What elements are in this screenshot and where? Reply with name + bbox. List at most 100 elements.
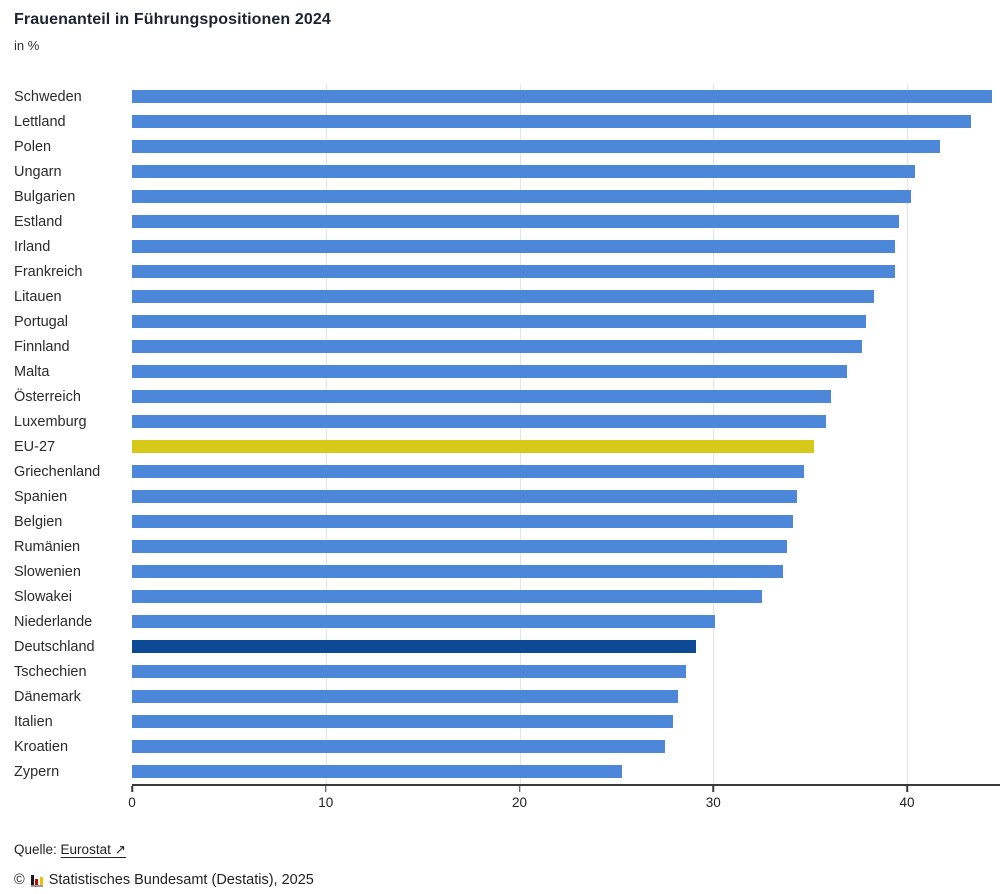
- axis-tick-0: [131, 786, 133, 792]
- chart-row: Rumänien: [0, 534, 1000, 559]
- bar-track: [132, 440, 1000, 453]
- value-bar-griechenland: [132, 465, 805, 478]
- eurostat-link-text: Eurostat: [60, 842, 111, 857]
- unit-label: in %: [14, 38, 40, 53]
- value-bar-zypern: [132, 765, 623, 778]
- bar-track: [132, 365, 1000, 378]
- chart-row: Frankreich: [0, 259, 1000, 284]
- chart-row: Tschechien: [0, 659, 1000, 684]
- chart-row: Slowakei: [0, 584, 1000, 609]
- country-label: Zypern: [14, 763, 60, 780]
- country-label: Griechenland: [14, 463, 101, 480]
- value-bar-irland: [132, 240, 896, 253]
- chart-row: Ungarn: [0, 159, 1000, 184]
- value-bar-portugal: [132, 315, 867, 328]
- value-bar-tschechien: [132, 665, 687, 678]
- bar-track: [132, 590, 1000, 603]
- bar-chart: Schweden Lettland Polen Ungarn Bulgarien Estl…: [0, 84, 1000, 818]
- value-bar-belgien: [132, 515, 793, 528]
- country-label: Rumänien: [14, 538, 81, 555]
- chart-row: Kroatien: [0, 734, 1000, 759]
- value-bar-malta: [132, 365, 847, 378]
- bar-track: [132, 240, 1000, 253]
- chart-row: Deutschland: [0, 634, 1000, 659]
- country-label: Estland: [14, 213, 63, 230]
- chart-row: Niederlande: [0, 609, 1000, 634]
- copyright-symbol: ©: [14, 872, 25, 888]
- chart-row: Dänemark: [0, 684, 1000, 709]
- bar-track: [132, 415, 1000, 428]
- country-label: Kroatien: [14, 738, 69, 755]
- page-title: Frauenanteil in Führungspositionen 2024: [14, 11, 331, 28]
- country-label: Deutschland: [14, 638, 95, 655]
- chart-row: Italien: [0, 709, 1000, 734]
- chart-row: Schweden: [0, 84, 1000, 109]
- value-bar-schweden: [132, 90, 993, 103]
- chart-footer: Quelle: Eurostat ↗ © Statistisches Bunde…: [14, 842, 1000, 888]
- value-bar-rum-nien: [132, 540, 787, 553]
- value-bar-slowenien: [132, 565, 783, 578]
- country-label: EU-27: [14, 438, 56, 455]
- bar-track: [132, 740, 1000, 753]
- x-axis: 0 10 20 30 40: [128, 784, 1000, 818]
- bar-track: [132, 115, 1000, 128]
- country-label: Italien: [14, 713, 53, 730]
- bar-track: [132, 690, 1000, 703]
- value-bar-slowakei: [132, 590, 762, 603]
- chart-row: Polen: [0, 134, 1000, 159]
- chart-rows: Schweden Lettland Polen Ungarn Bulgarien Estl…: [0, 84, 1000, 784]
- bar-track: [132, 765, 1000, 778]
- chart-row: Österreich: [0, 384, 1000, 409]
- chart-row: Finnland: [0, 334, 1000, 359]
- axis-tick-40: [906, 786, 908, 792]
- country-label: Slowakei: [14, 588, 73, 605]
- axis-tick-label-40: 40: [899, 795, 915, 810]
- value-bar-italien: [132, 715, 673, 728]
- chart-row: Belgien: [0, 509, 1000, 534]
- bar-track: [132, 665, 1000, 678]
- country-label: Belgien: [14, 513, 63, 530]
- value-bar-luxemburg: [132, 415, 826, 428]
- chart-row: Portugal: [0, 309, 1000, 334]
- value-bar-lettland: [132, 115, 971, 128]
- country-label: Frankreich: [14, 263, 83, 280]
- chart-row: Bulgarien: [0, 184, 1000, 209]
- bar-track: [132, 390, 1000, 403]
- value-bar--sterreich: [132, 390, 832, 403]
- value-bar-eu-27: [132, 440, 814, 453]
- value-bar-estland: [132, 215, 900, 228]
- bar-track: [132, 515, 1000, 528]
- axis-tick-10: [325, 786, 327, 792]
- bar-track: [132, 340, 1000, 353]
- chart-header: Frauenanteil in Führungspositionen 2024 …: [0, 0, 1000, 53]
- axis-tick-label-30: 30: [705, 795, 721, 810]
- external-link-icon: ↗: [114, 842, 126, 857]
- country-label: Luxemburg: [14, 413, 87, 430]
- copyright-text: Statistisches Bundesamt (Destatis), 2025: [48, 872, 314, 888]
- country-label: Schweden: [14, 88, 82, 105]
- source-label: Quelle:: [14, 842, 57, 857]
- bar-track: [132, 640, 1000, 653]
- value-bar-niederlande: [132, 615, 716, 628]
- country-label: Litauen: [14, 288, 62, 305]
- bar-track: [132, 90, 1000, 103]
- bar-track: [132, 265, 1000, 278]
- bar-track: [132, 140, 1000, 153]
- country-label: Spanien: [14, 488, 68, 505]
- copyright-line: © Statistisches Bundesamt (Destatis), 20…: [14, 872, 1000, 888]
- destatis-bar-chart-icon: [30, 873, 43, 887]
- axis-tick-30: [712, 786, 714, 792]
- value-bar-d-nemark: [132, 690, 679, 703]
- country-label: Irland: [14, 238, 51, 255]
- value-bar-finnland: [132, 340, 863, 353]
- chart-row: Irland: [0, 234, 1000, 259]
- bar-track: [132, 715, 1000, 728]
- chart-row: Lettland: [0, 109, 1000, 134]
- value-bar-litauen: [132, 290, 875, 303]
- source-line: Quelle: Eurostat ↗: [14, 842, 1000, 858]
- bar-track: [132, 290, 1000, 303]
- eurostat-link[interactable]: Eurostat ↗: [61, 842, 126, 857]
- country-label: Finnland: [14, 338, 70, 355]
- bar-track: [132, 165, 1000, 178]
- chart-row: Spanien: [0, 484, 1000, 509]
